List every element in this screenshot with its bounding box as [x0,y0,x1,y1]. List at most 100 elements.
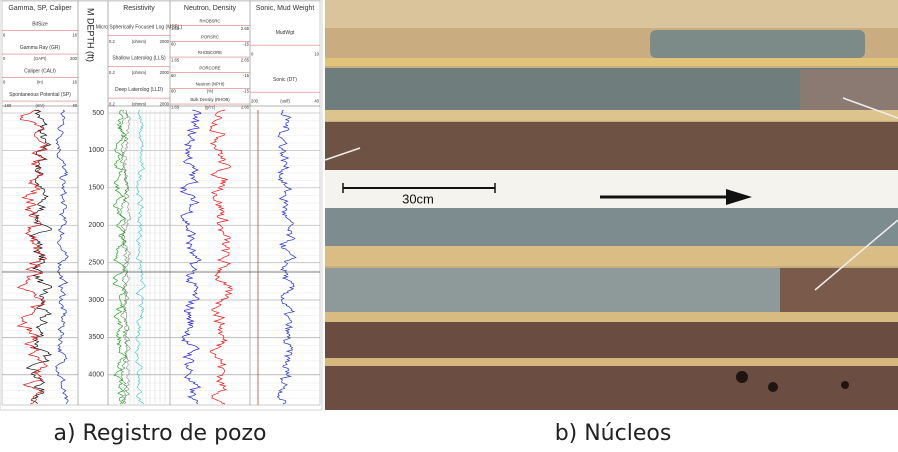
well-log-frame [0,0,323,411]
curve-scale: 200 [251,99,259,104]
wood [325,0,898,28]
curve-scale: (us/f) [280,99,290,104]
track-title: Sonic, Mud Weight [256,5,315,12]
curve-scale: 6 [3,32,6,37]
core-hole [768,382,778,392]
pointer-line [324,147,361,161]
track-title: Gamma, SP, Caliper [8,5,72,12]
curve-scale: 1.65 [171,104,180,109]
curve-name: Sonic (DT) [273,77,297,83]
log-curve [179,109,202,405]
depth-tick: 1000 [88,147,104,154]
curve-name: Caliper (CALI) [24,69,56,75]
curve-scale: 16 [72,79,77,84]
track-title: Resistivity [123,5,155,12]
curve-name: Micro Spherically Focused Log (MSFL) [96,24,183,30]
curve-name: Deep Laterolog (LLD) [115,87,163,93]
curve-scale: -15 [243,73,250,78]
log-curve [25,109,53,405]
core-hole [841,381,849,389]
core-piece [800,70,898,110]
curve-name: MudWgt [276,30,295,36]
curve-scale: 0.2 [109,39,115,44]
log-curve [276,109,297,405]
depth-tick: 2500 [88,259,104,266]
depth-tick: 3500 [88,334,104,341]
curve-scale: 40 [314,99,319,104]
core-photo: 30cm [324,0,898,410]
curve-scale: 60 [171,73,176,78]
core-row [325,122,898,170]
curve-scale: 6 [3,79,6,84]
curve-name: PORSRC [201,34,219,39]
core-row [325,208,898,246]
arrow-head [726,189,752,205]
curve-scale: (in) [37,79,44,84]
depth-tick: 3000 [88,297,104,304]
curve-name: Shallow Laterolog (LLS) [112,56,166,62]
pointer-line [814,219,898,291]
curve-scale: 2000 [160,101,170,106]
track-title: Neutron, Density [184,5,237,12]
curve-scale: (ohmm) [132,101,147,106]
curve-scale: 2000 [160,39,170,44]
wood [325,312,898,322]
core-piece [780,268,898,312]
wood [325,246,898,266]
log-curve [120,109,132,405]
log-curve [119,109,130,405]
core-row [325,366,898,410]
curve-scale: 1.65 [171,57,180,62]
curve-scale: 10 [314,52,319,57]
curve-name: RHOBSRC [200,19,221,24]
curve-scale: 60 [171,89,176,94]
curve-name: Neutron (NPHI) [196,81,225,86]
curve-scale: -160 [3,103,12,108]
core-row [325,268,780,312]
depth-tick: 500 [92,110,104,117]
caption: a) Registro de pozo [54,421,267,446]
curve-scale: (%) [207,89,214,94]
log-curve [16,109,49,405]
curve-name: PORCORE [199,66,220,71]
log-curve [55,109,69,405]
curve-scale: 2.65 [241,26,250,31]
curve-scale: 0.2 [109,70,115,75]
core-row [325,322,898,358]
curve-scale: 2.65 [241,104,250,109]
curve-scale: -15 [243,89,250,94]
curve-scale: 200 [70,56,78,61]
depth-tick: 2000 [88,222,104,229]
caption: b) Núcleos [555,421,672,446]
curve-scale: 0 [251,52,254,57]
curve-scale: (ohmm) [132,70,147,75]
curve-scale: (GAPI) [34,56,47,61]
curve-scale: -15 [243,42,250,47]
curve-scale: 2000 [160,70,170,75]
wood [325,110,898,121]
curve-scale: 1.65 [171,26,180,31]
wood [325,58,898,66]
curve-name: Spontaneous Potential (SP) [9,92,71,98]
depth-tick: 1500 [88,185,104,192]
curve-scale: (g/cc) [205,104,216,109]
curve-name: Gamma Ray (GR) [20,45,61,51]
depth-label: M DEPTH (ft) [86,8,96,62]
pointer-line [842,97,898,119]
well-log: Gamma, SP, Caliper BitSize 6 16 Gamma Ray (G… [1,0,321,406]
curve-scale: (ohmm) [132,39,147,44]
curve-scale: 0.2 [109,101,115,106]
curve-name: BitSize [32,22,48,28]
curve-name: RHOBCORE [198,50,222,55]
curve-scale: (mV) [35,103,45,108]
depth-tick: 4000 [88,372,104,379]
curve-scale: 40 [72,103,77,108]
curve-scale: 2.65 [241,57,250,62]
core-row [650,30,865,58]
curve-scale: 0 [3,56,6,61]
curve-scale: 60 [171,42,176,47]
core-hole [736,371,748,383]
wood [325,358,898,366]
log-curve [112,109,127,405]
